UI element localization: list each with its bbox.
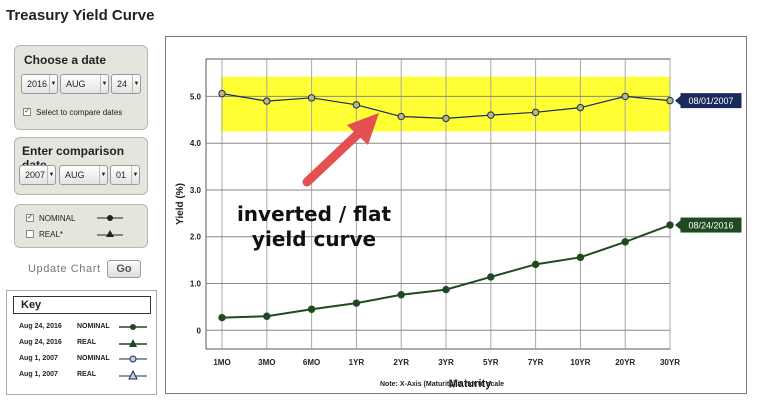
data-point <box>576 103 585 112</box>
series-panel: ✓ NOMINAL REAL* <box>14 204 148 248</box>
x-axis-title: Maturity <box>449 378 493 390</box>
data-point <box>666 96 674 105</box>
key-date: Aug 1, 2007 <box>19 355 58 362</box>
day-value: 24 <box>117 79 128 89</box>
y-tick-label: 5.0 <box>190 92 202 101</box>
nominal-label: NOMINAL <box>39 214 76 223</box>
real-line-triangle-icon <box>97 230 123 237</box>
data-point <box>218 89 226 98</box>
year-value: 2016 <box>27 79 48 89</box>
key-type: REAL <box>77 339 97 346</box>
data-point <box>307 305 316 313</box>
series-end-label: 08/24/2016 <box>688 221 733 231</box>
chevron-down-icon: ▼ <box>49 75 57 93</box>
comparison-month-value: AUG <box>65 170 85 180</box>
x-tick-label: 7YR <box>528 358 544 367</box>
compare-dates-label: Select to compare dates <box>36 108 123 117</box>
data-point <box>397 112 405 121</box>
x-tick-label: 20YR <box>615 358 635 367</box>
y-axis-title: Yield (%) <box>175 183 186 225</box>
chevron-down-icon: ▼ <box>131 166 139 184</box>
key-type: REAL <box>77 371 97 378</box>
y-tick-label: 3.0 <box>190 186 202 195</box>
data-point <box>218 313 226 322</box>
data-point <box>263 97 271 105</box>
x-tick-label: 2YR <box>393 358 409 367</box>
annotation-line-2: yield curve <box>252 227 376 251</box>
data-point <box>442 114 450 123</box>
data-point <box>442 285 450 294</box>
comparison-day-select[interactable]: 01 ▼ <box>110 165 140 185</box>
series-end-label: 08/01/2007 <box>688 96 733 106</box>
data-point <box>352 101 361 109</box>
x-tick-label: 3YR <box>438 358 454 367</box>
page-title: Treasury Yield Curve <box>6 7 155 24</box>
annotation-line-1: inverted / flat <box>237 202 392 226</box>
data-point <box>263 312 271 320</box>
line-circle-icon <box>119 324 147 330</box>
x-tick-label: 10YR <box>570 358 590 367</box>
x-tick-label: 6MO <box>303 358 320 367</box>
data-point <box>307 94 316 102</box>
x-axis-note: Note: X-Axis (Maturity) is not to scale <box>380 381 505 388</box>
real-checkbox[interactable] <box>26 230 34 238</box>
key-date: Aug 24, 2016 <box>19 339 62 346</box>
annotation-arrow-shaft <box>302 126 366 187</box>
month-select[interactable]: AUG ▼ <box>60 74 109 94</box>
data-point <box>397 291 405 299</box>
data-point <box>487 273 495 281</box>
annotation-arrow-head <box>347 113 379 145</box>
compare-dates-checkbox[interactable]: ✓ <box>23 108 31 116</box>
data-point <box>576 253 585 262</box>
y-tick-label: 0 <box>197 326 202 335</box>
comparison-year-select[interactable]: 2007 ▼ <box>19 165 56 185</box>
comparison-month-select[interactable]: AUG ▼ <box>59 165 108 185</box>
line-triangle-icon <box>119 339 147 347</box>
chevron-down-icon: ▼ <box>99 166 107 184</box>
year-select[interactable]: 2016 ▼ <box>21 74 58 94</box>
y-tick-label: 2.0 <box>190 233 202 242</box>
data-point <box>487 111 495 119</box>
line-triangle-icon <box>119 369 147 380</box>
series-end-label-pointer <box>675 220 681 231</box>
nominal-checkbox[interactable]: ✓ <box>26 214 34 222</box>
key-type: NOMINAL <box>77 323 110 330</box>
real-label: REAL* <box>39 230 64 239</box>
chevron-down-icon: ▼ <box>132 75 140 93</box>
data-point <box>531 108 540 117</box>
data-point <box>352 299 361 307</box>
x-tick-label: 3MO <box>258 358 275 367</box>
y-tick-label: 1.0 <box>190 280 202 289</box>
day-select[interactable]: 24 ▼ <box>111 74 141 94</box>
line-circle-icon <box>119 355 147 363</box>
chevron-down-icon: ▼ <box>47 166 55 184</box>
yield-chart: 0 1.0 2.0 3.0 4.0 5.0 1MO 3MO 6MO 1YR 2YR 3YR 5YR 7YR… <box>165 36 747 394</box>
x-tick-label: 30YR <box>660 358 680 367</box>
data-point <box>531 260 540 269</box>
yield-chart-svg: 0 1.0 2.0 3.0 4.0 5.0 1MO 3MO 6MO 1YR 2YR 3YR 5YR 7YR… <box>175 58 743 390</box>
key-date: Aug 1, 2007 <box>19 371 58 378</box>
key-type: NOMINAL <box>77 355 110 362</box>
series-end-label-pointer <box>675 95 681 106</box>
x-tick-label: 1YR <box>349 358 365 367</box>
data-point <box>621 92 629 101</box>
comparison-day-value: 01 <box>116 170 127 180</box>
key-legend: Key Aug 24, 2016 NOMINAL Aug 24, 2016 RE… <box>6 290 157 395</box>
key-date: Aug 24, 2016 <box>19 323 62 330</box>
go-button[interactable]: Go <box>107 260 141 278</box>
data-point <box>666 221 674 229</box>
chevron-down-icon: ▼ <box>100 75 108 93</box>
comparison-year-value: 2007 <box>25 170 46 180</box>
data-point <box>621 238 629 246</box>
y-tick-label: 4.0 <box>190 139 202 148</box>
choose-date-panel: Choose a date 2016 ▼ AUG ▼ 24 ▼ ✓ Select… <box>14 45 148 130</box>
key-title: Key <box>13 296 151 314</box>
x-tick-label: 5YR <box>483 358 499 367</box>
choose-date-title: Choose a date <box>24 53 107 67</box>
nominal-line-circle-icon <box>97 215 123 221</box>
x-tick-label: 1MO <box>213 358 230 367</box>
month-value: AUG <box>66 79 86 89</box>
comparison-date-panel: Enter comparison date 2007 ▼ AUG ▼ 01 ▼ <box>14 137 148 195</box>
update-chart-label: Update Chart <box>28 263 101 275</box>
